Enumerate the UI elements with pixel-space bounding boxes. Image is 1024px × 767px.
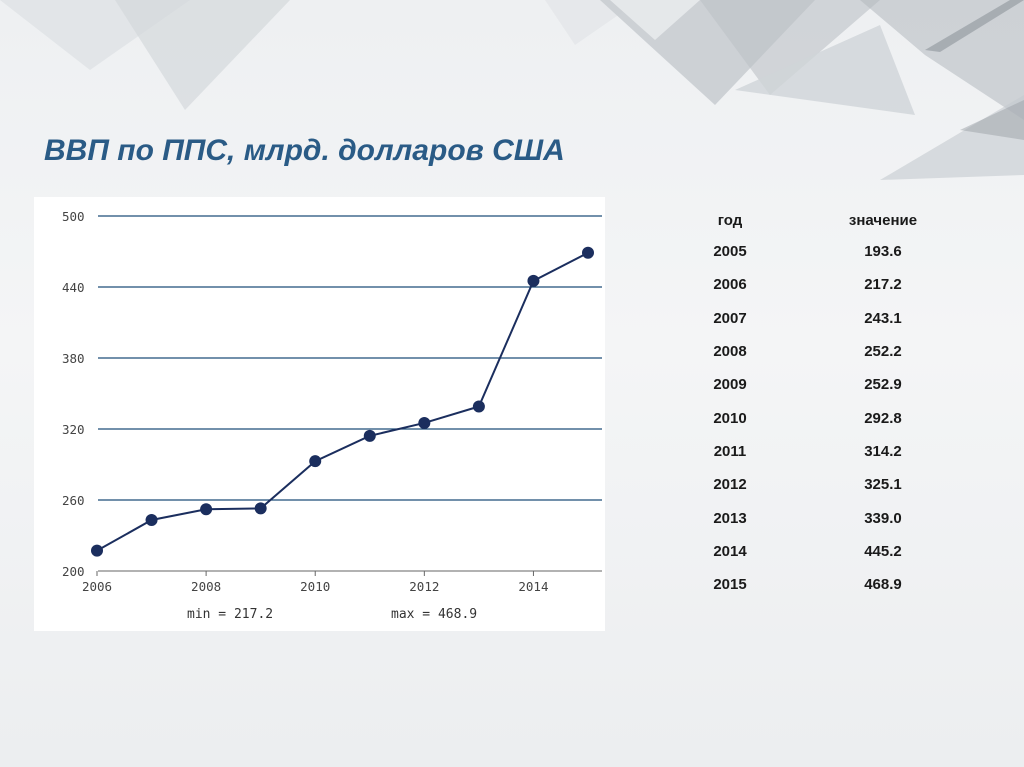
value-cell: 217.2 (864, 276, 902, 294)
y-tick-label: 320 (62, 422, 85, 437)
max-label: max = 468.9 (391, 607, 477, 622)
x-tick-label: 2014 (518, 579, 548, 594)
value-cell: 252.2 (864, 343, 902, 361)
header-value: значение (848, 211, 918, 229)
year-cell: 2009 (713, 376, 747, 394)
value-cell: 252.9 (864, 376, 902, 394)
x-tick-label: 2008 (191, 579, 221, 594)
year-cell: 2005 (713, 243, 747, 261)
table-row: 2006 217.2 (688, 268, 938, 301)
table-row: 2009 252.9 (688, 368, 938, 401)
min-label: min = 217.2 (187, 607, 273, 622)
value-cell: 243.1 (864, 309, 902, 327)
x-tick-label: 2010 (300, 579, 330, 594)
year-cell: 2006 (713, 276, 747, 294)
x-tick-label: 2012 (409, 579, 439, 594)
value-cell: 445.2 (864, 542, 902, 560)
year-cell: 2010 (713, 409, 747, 427)
value-cell: 468.9 (864, 576, 902, 594)
year-cell: 2012 (713, 476, 747, 494)
data-point (309, 455, 322, 468)
data-point (254, 502, 267, 515)
year-cell: 2007 (713, 309, 747, 327)
data-point (145, 513, 158, 526)
table-row: 2007 243.1 (688, 302, 938, 335)
data-point (527, 274, 540, 287)
data-point (418, 416, 431, 429)
y-tick-label: 500 (62, 209, 85, 224)
value-cell: 193.6 (864, 243, 902, 261)
table-row: 2013 339.0 (688, 501, 938, 534)
table-row: 2010 292.8 (688, 401, 938, 434)
gdp-line-chart: 200 260 320 380 440 500 2006 2008 2010 2012 2014 mi… (62, 209, 602, 622)
y-tick-label: 200 (62, 564, 85, 579)
table-header-row: год значение (688, 205, 938, 235)
table-row: 2014 445.2 (688, 535, 938, 568)
table-row: 2012 325.1 (688, 468, 938, 501)
value-cell: 339.0 (864, 509, 902, 527)
year-cell: 2014 (713, 542, 747, 560)
y-tick-label: 260 (62, 493, 85, 508)
value-cell: 325.1 (864, 476, 902, 494)
table-row: 2015 468.9 (688, 568, 938, 601)
year-cell: 2008 (713, 343, 747, 361)
value-cell: 314.2 (864, 442, 902, 460)
data-point (363, 429, 376, 442)
x-tick-label: 2006 (82, 579, 112, 594)
data-point (582, 246, 594, 259)
series-line (96, 251, 589, 552)
chart-panel: 200 260 320 380 440 500 2006 2008 2010 2012 2014 mi… (34, 197, 605, 631)
page-title: ВВП по ППС, млрд. долларов США (44, 134, 565, 167)
data-point (200, 503, 213, 516)
value-cell: 292.8 (864, 409, 902, 427)
table-row: 2008 252.2 (688, 335, 938, 368)
table-row: 2005 193.6 (688, 235, 938, 268)
y-tick-label: 440 (62, 280, 85, 295)
year-cell: 2015 (713, 576, 747, 594)
table-row: 2011 314.2 (688, 435, 938, 468)
data-point (91, 544, 103, 557)
header-year: год (717, 211, 743, 229)
data-point (472, 400, 485, 413)
year-cell: 2013 (713, 509, 747, 527)
year-cell: 2011 (713, 442, 747, 460)
data-table: год значение 2005 193.6 2006 217.2 2007 243.1… (688, 205, 938, 601)
y-tick-label: 380 (62, 351, 85, 366)
